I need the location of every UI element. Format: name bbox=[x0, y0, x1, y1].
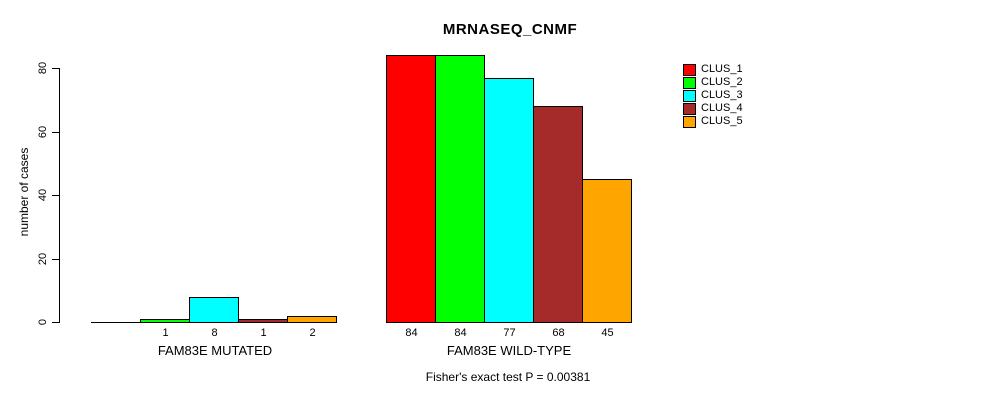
bar-clus_2-wildtype bbox=[435, 55, 485, 323]
bar-value-label: 84 bbox=[405, 327, 418, 339]
legend-item-label: CLUS_3 bbox=[701, 89, 743, 101]
chart-title: MRNASEQ_CNMF bbox=[442, 21, 578, 38]
y-tick-label: 80 bbox=[37, 61, 49, 75]
bar-clus_3-mutated bbox=[189, 297, 239, 323]
legend-item: CLUS_2 bbox=[683, 76, 743, 89]
y-tick-mark bbox=[52, 195, 59, 196]
bar-clus_5-mutated bbox=[287, 316, 337, 323]
bar-clus_5-wildtype bbox=[582, 179, 632, 323]
bar-clus_2-mutated bbox=[140, 319, 190, 323]
legend-swatch-clus_5 bbox=[683, 115, 696, 128]
bar-value-label: 45 bbox=[601, 327, 614, 339]
legend-item-label: CLUS_1 bbox=[701, 63, 743, 75]
bar-clus_1-mutated bbox=[91, 322, 141, 323]
legend-item: CLUS_1 bbox=[683, 63, 743, 76]
legend-item: CLUS_4 bbox=[683, 102, 743, 115]
bar-clus_4-wildtype bbox=[533, 106, 583, 323]
legend-item-label: CLUS_2 bbox=[701, 76, 743, 88]
legend-item-label: CLUS_4 bbox=[701, 102, 743, 114]
legend-item: CLUS_5 bbox=[683, 115, 743, 128]
y-tick-label: 40 bbox=[37, 188, 49, 202]
bar-value-label: 77 bbox=[503, 327, 516, 339]
bar-value-label: 8 bbox=[211, 327, 218, 339]
annotation-text: Fisher's exact test P = 0.00381 bbox=[425, 370, 591, 384]
legend-item: CLUS_3 bbox=[683, 89, 743, 102]
bar-clus_4-mutated bbox=[238, 319, 288, 323]
legend-swatch-clus_3 bbox=[683, 89, 696, 102]
y-tick-mark bbox=[52, 259, 59, 260]
bar-clus_3-wildtype bbox=[484, 78, 534, 323]
group-label-wildtype: FAM83E WILD-TYPE bbox=[446, 343, 572, 358]
legend-swatch-clus_1 bbox=[683, 63, 696, 76]
bar-value-label: 2 bbox=[309, 327, 316, 339]
y-tick-mark bbox=[52, 132, 59, 133]
y-tick-label: 0 bbox=[37, 318, 49, 326]
legend: CLUS_1 CLUS_2 CLUS_3 CLUS_4 CLUS_5 bbox=[683, 63, 743, 128]
y-tick-label: 20 bbox=[37, 252, 49, 266]
legend-swatch-clus_2 bbox=[683, 76, 696, 89]
y-tick-mark bbox=[52, 68, 59, 69]
bar-value-label: 68 bbox=[552, 327, 565, 339]
bar-value-label: 84 bbox=[454, 327, 467, 339]
legend-item-label: CLUS_5 bbox=[701, 115, 743, 127]
y-tick-mark bbox=[52, 322, 59, 323]
y-tick-label: 60 bbox=[37, 125, 49, 139]
bar-value-label: 1 bbox=[260, 327, 267, 339]
y-axis-label: number of cases bbox=[17, 147, 31, 237]
bar-value-label: 1 bbox=[162, 327, 169, 339]
bar-clus_1-wildtype bbox=[386, 55, 436, 323]
legend-swatch-clus_4 bbox=[683, 102, 696, 115]
y-axis bbox=[59, 68, 60, 323]
group-label-mutated: FAM83E MUTATED bbox=[157, 343, 273, 358]
